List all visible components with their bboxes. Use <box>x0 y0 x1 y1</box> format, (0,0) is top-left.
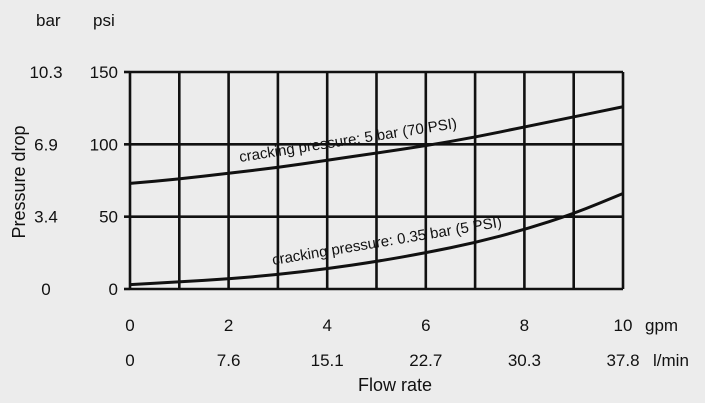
x-tick-label-lmin: 15.1 <box>311 351 344 370</box>
x-tick-label-gpm: 10 <box>614 316 633 335</box>
y-tick-label-bar: 6.9 <box>34 135 58 154</box>
y-tick-label-psi: 50 <box>99 208 118 227</box>
x-tick-label-lmin: 0 <box>125 351 134 370</box>
x-tick-label-lmin: 7.6 <box>217 351 241 370</box>
grid <box>124 70 625 291</box>
series-line <box>129 105 624 185</box>
y-tick-label-psi: 100 <box>90 135 118 154</box>
x-tick-label-lmin: 37.8 <box>606 351 639 370</box>
x-tick-label-lmin: 22.7 <box>409 351 442 370</box>
x-tick-label-lmin: 30.3 <box>508 351 541 370</box>
y-tick-label-psi: 150 <box>90 63 118 82</box>
y-unit-secondary: psi <box>93 11 115 30</box>
x-unit-primary: gpm <box>645 316 678 335</box>
x-tick-label-gpm: 8 <box>520 316 529 335</box>
y-tick-label-bar: 0 <box>41 280 50 299</box>
x-tick-label-gpm: 2 <box>224 316 233 335</box>
labels-layer: bar psi gpm l/min Flow rate Pressure dro… <box>9 11 689 395</box>
y-tick-label-bar: 10.3 <box>29 63 62 82</box>
y-unit-primary: bar <box>36 11 61 30</box>
y-axis-label: Pressure drop <box>9 125 29 238</box>
x-tick-label-gpm: 0 <box>125 316 134 335</box>
series-line <box>129 192 624 287</box>
y-tick-label-psi: 0 <box>109 280 118 299</box>
x-tick-label-gpm: 4 <box>322 316 331 335</box>
y-tick-label-bar: 3.4 <box>34 208 58 227</box>
x-axis-label: Flow rate <box>358 375 432 395</box>
x-unit-secondary: l/min <box>653 351 689 370</box>
x-tick-label-gpm: 6 <box>421 316 430 335</box>
